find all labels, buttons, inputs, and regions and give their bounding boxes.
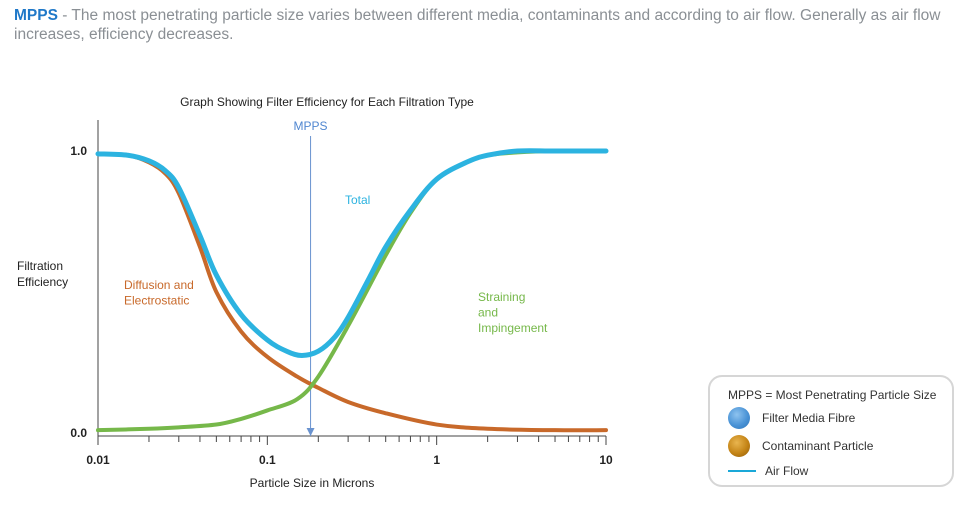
legend-label: Filter Media Fibre (762, 411, 856, 425)
y-tick-label: 0.0 (70, 426, 87, 440)
legend-item-contaminant-particle: Contaminant Particle (728, 435, 873, 457)
x-axis-label: Particle Size in Microns (250, 476, 375, 490)
series-label-straining-and-impingement: Straining (478, 290, 525, 304)
chart-title: Graph Showing Filter Efficiency for Each… (180, 95, 474, 109)
series-label-diffusion-and-electrostatic: Electrostatic (124, 294, 189, 308)
legend-box: MPPS = Most Penetrating Particle Size Fi… (708, 375, 954, 487)
series-label-straining-and-impingement: Impingement (478, 321, 548, 335)
mpps-arrow-icon (306, 428, 315, 436)
orange-sphere-icon (728, 435, 750, 457)
series-label-total: Total (345, 193, 370, 207)
mpps-label: MPPS (294, 119, 328, 133)
x-tick-label: 10 (599, 453, 613, 467)
series-line-total (95, 148, 609, 358)
series-label-straining-and-impingement: and (478, 306, 498, 320)
blue-sphere-icon (728, 407, 750, 429)
y-tick-label: 1.0 (70, 144, 87, 158)
x-tick-label: 0.1 (259, 453, 276, 467)
legend-label: Contaminant Particle (762, 439, 874, 453)
legend-item-air-flow: Air Flow (728, 460, 808, 482)
legend-title: MPPS = Most Penetrating Particle Size (728, 388, 937, 402)
y-axis-label-line-1: Filtration (17, 259, 63, 273)
legend-label: Air Flow (765, 464, 809, 478)
intro-term: MPPS (14, 7, 58, 24)
intro-text: MPPS - The most penetrating particle siz… (14, 6, 954, 44)
y-axis-label-line-2: Efficiency (17, 275, 68, 289)
x-tick-label: 1 (433, 453, 440, 467)
legend-item-filter-media-fibre: Filter Media Fibre (728, 407, 855, 429)
intro-description: - The most penetrating particle size var… (14, 7, 941, 43)
x-tick-label: 0.01 (86, 453, 110, 467)
series-label-diffusion-and-electrostatic: Diffusion and (124, 278, 194, 292)
air-flow-line-icon (728, 470, 756, 472)
